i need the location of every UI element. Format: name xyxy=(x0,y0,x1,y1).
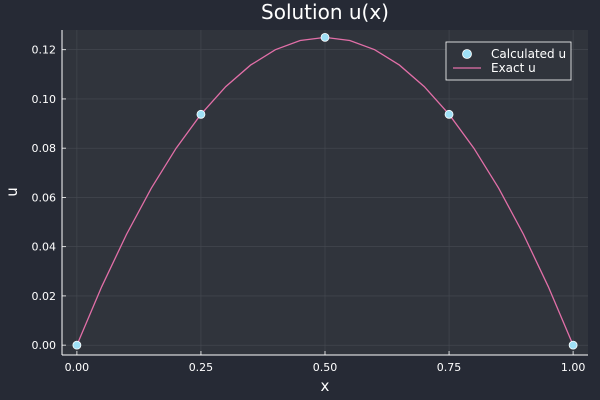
calculated-u-point xyxy=(444,109,454,119)
chart-title: Solution u(x) xyxy=(261,0,389,24)
x-axis-label: x xyxy=(321,377,330,395)
legend-box xyxy=(445,41,572,81)
calculated-u-point xyxy=(320,32,330,42)
y-tick-label: 0.12 xyxy=(32,44,57,57)
y-tick-label: 0.06 xyxy=(32,191,57,204)
calculated-u-point xyxy=(72,340,82,350)
series-layer xyxy=(72,32,578,350)
x-tick-label: 1.00 xyxy=(561,361,586,374)
y-tick-labels: 0.00 0.02 0.04 0.06 0.08 0.10 0.12 xyxy=(32,44,66,352)
calculated-u-point xyxy=(196,109,206,119)
x-tick-label: 0.25 xyxy=(189,361,214,374)
x-tick-label: 0.00 xyxy=(65,361,90,374)
x-tick-labels: 0.00 0.25 0.50 0.75 1.00 xyxy=(65,351,586,374)
y-axis-label: u xyxy=(3,187,21,197)
grid-lines xyxy=(62,30,588,355)
legend-marker-calculated xyxy=(462,49,472,59)
x-tick-label: 0.75 xyxy=(437,361,462,374)
legend: Calculated u Exact u xyxy=(445,41,572,81)
legend-label-exact: Exact u xyxy=(491,61,536,75)
calculated-u-point xyxy=(568,340,578,350)
y-tick-label: 0.04 xyxy=(32,241,57,254)
y-tick-label: 0.00 xyxy=(32,339,57,352)
x-tick-label: 0.50 xyxy=(313,361,338,374)
y-tick-label: 0.02 xyxy=(32,290,57,303)
y-tick-label: 0.08 xyxy=(32,142,57,155)
legend-label-calculated: Calculated u xyxy=(491,47,566,61)
y-tick-label: 0.10 xyxy=(32,93,57,106)
